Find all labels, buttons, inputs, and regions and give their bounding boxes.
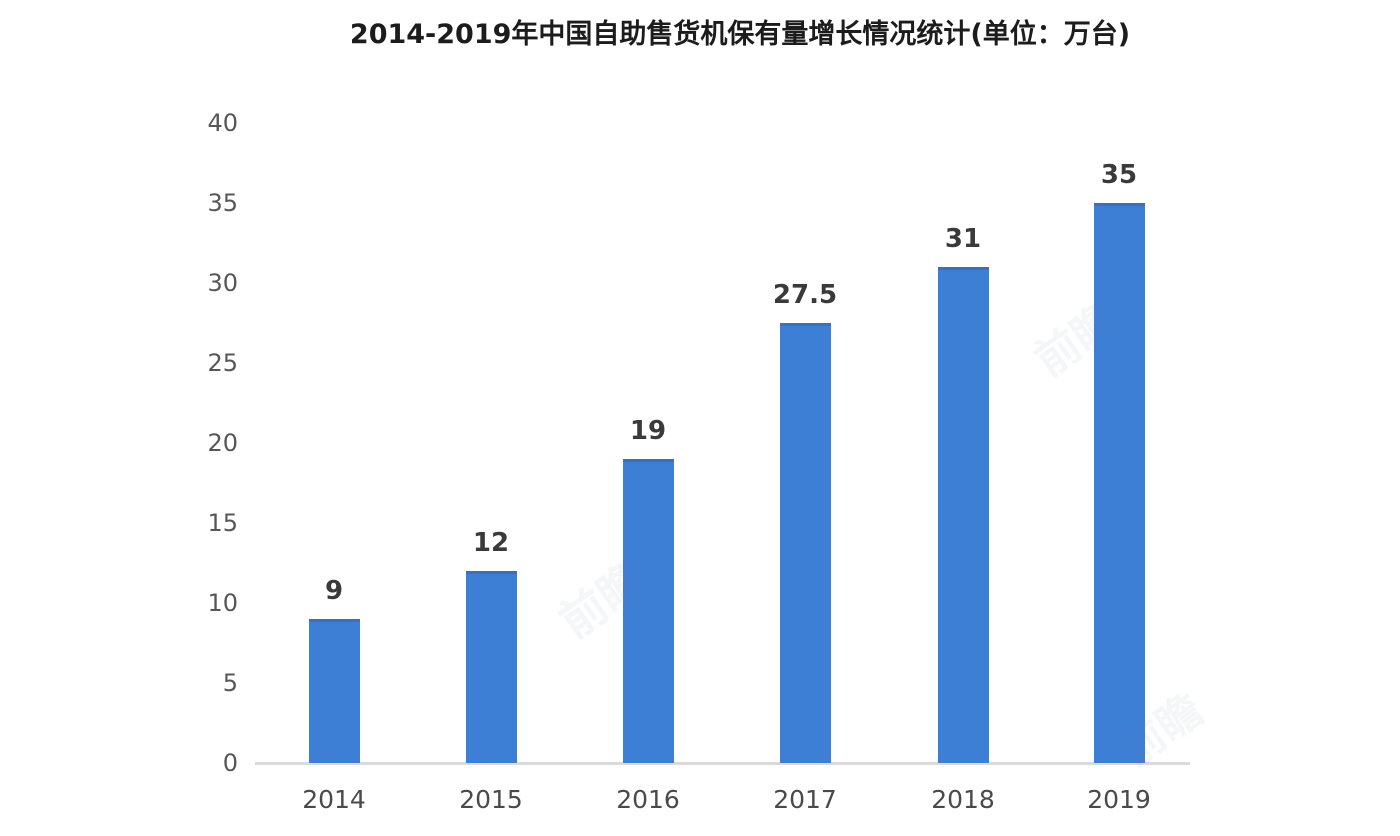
bar-2014 [308,619,360,763]
bar-2019 [1093,203,1145,763]
x-axis-tick-2016: 2016 [616,785,680,814]
x-axis-tick-2017: 2017 [773,785,837,814]
y-axis-tick-5: 5 [222,669,238,697]
bar-2018 [937,267,989,763]
y-axis-tick-30: 30 [207,269,238,297]
value-label-2016: 19 [629,416,667,446]
bar-2016 [622,459,674,763]
y-axis-tick-25: 25 [207,349,238,377]
bar-2015 [465,571,517,763]
y-axis-tick-20: 20 [207,429,238,457]
value-label-2019: 35 [1100,160,1138,190]
x-axis-line [255,762,1190,765]
y-axis-tick-0: 0 [222,749,238,777]
y-axis-tick-40: 40 [207,109,238,137]
chart-title: 2014-2019年中国自助售货机保有量增长情况统计(单位：万台) [349,19,1131,50]
value-label-2018: 31 [944,224,982,254]
x-axis-tick-2019: 2019 [1087,785,1151,814]
value-label-2015: 12 [472,528,510,558]
x-axis-tick-2018: 2018 [931,785,995,814]
value-label-2014: 9 [324,576,344,606]
y-axis-tick-35: 35 [207,189,238,217]
y-axis-tick-10: 10 [207,589,238,617]
value-label-2017: 27.5 [772,280,838,310]
x-axis-tick-2014: 2014 [302,785,366,814]
y-axis-tick-15: 15 [207,509,238,537]
x-axis-tick-2015: 2015 [459,785,523,814]
bar-2017 [779,323,831,763]
